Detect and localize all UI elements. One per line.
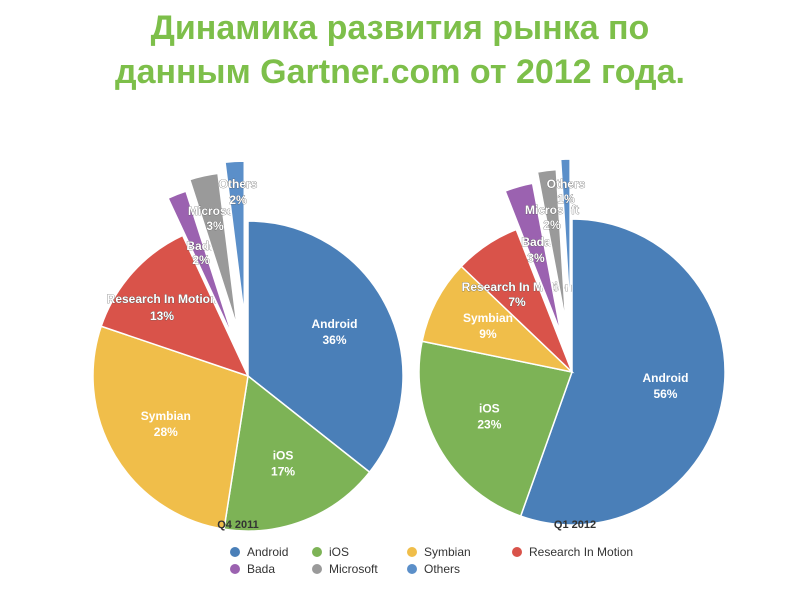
slice-value-label: 9%	[479, 327, 497, 341]
slice-symbian	[92, 325, 249, 530]
slice-research-in-motion	[100, 234, 250, 378]
slice-name-label: Research In Motion	[462, 280, 573, 294]
legend-label-bada: Bada	[247, 561, 276, 576]
slice-value-label: 13%	[150, 309, 174, 323]
legend-row-1: Android iOS Symbian Research In Motion	[230, 543, 700, 560]
slice-value-label: 56%	[653, 387, 677, 401]
legend-label-ios: iOS	[329, 544, 350, 559]
slice-name-label: Others	[547, 177, 586, 191]
legend-item-microsoft: Microsoft	[312, 562, 407, 576]
slice-value-label: 17%	[271, 464, 295, 478]
slice-value-label: 28%	[154, 425, 178, 439]
legend-row-2: Bada Microsoft Others	[230, 560, 700, 577]
slice-value-label: 1%	[557, 192, 575, 206]
legend-label-microsoft: Microsoft	[329, 561, 378, 576]
slice-name-label: Microsoft	[188, 204, 242, 218]
legend-label-rim: Research In Motion	[529, 544, 634, 559]
slice-symbian	[421, 265, 575, 374]
pie-chart-2: Android 56% iOS 23% Symbian 9% Research In Mot…	[418, 158, 726, 531]
legend-item-android: Android	[230, 545, 312, 559]
legend-label-others: Others	[424, 561, 461, 576]
chart-period-label: Q1 2012	[554, 519, 596, 531]
slice-value-label: 7%	[508, 295, 526, 309]
slice-microsoft	[188, 172, 238, 328]
legend-item-bada: Bada	[230, 562, 312, 576]
legend-dot-bada	[230, 563, 240, 574]
slice-others	[224, 160, 246, 317]
chart-legend: Android iOS Symbian Research In Motion B…	[230, 543, 700, 577]
slice-value-label: 3%	[206, 219, 224, 233]
slice-name-label: Android	[642, 371, 688, 385]
slice-value-label: 2%	[192, 253, 210, 267]
slice-ios	[223, 374, 371, 532]
slice-name-label: Symbian	[463, 311, 513, 325]
legend-label-android: Android	[247, 544, 289, 559]
slice-value-label: 2%	[543, 218, 561, 232]
slice-name-label: Android	[311, 317, 357, 331]
legend-dot-symbian	[407, 546, 417, 557]
slice-bada	[504, 182, 562, 334]
title-line-1: Динамика развития рынка по	[150, 9, 650, 47]
slice-research-in-motion	[460, 228, 573, 373]
slice-android	[247, 220, 404, 474]
slice-name-label: iOS	[273, 448, 294, 462]
slice-name-label: Bada	[521, 235, 551, 249]
slice-name-label: Symbian	[141, 409, 191, 423]
page-title: Динамика развития рынка по данным Gartne…	[0, 6, 800, 94]
legend-item-symbian: Symbian	[407, 545, 512, 559]
legend-dot-microsoft	[312, 563, 322, 574]
legend-dot-android	[230, 546, 240, 557]
legend-dot-rim	[512, 546, 522, 557]
legend-label-symbian: Symbian	[424, 544, 471, 559]
slice-name-label: iOS	[479, 402, 500, 416]
legend-dot-others	[407, 563, 417, 574]
slice-ios	[418, 340, 573, 518]
slice-android	[519, 218, 726, 526]
slice-name-label: Research In Motion	[107, 292, 218, 306]
slice-value-label: 36%	[322, 333, 346, 347]
chart-period-label: Q4 2011	[217, 519, 259, 531]
slice-value-label: 23%	[477, 418, 501, 432]
slice-name-label: Others	[219, 177, 258, 191]
slice-name-label: Bada	[186, 239, 216, 253]
legend-item-others: Others	[407, 562, 512, 576]
legend-dot-ios	[312, 546, 322, 557]
legend-item-rim: Research In Motion	[512, 545, 662, 559]
pie-chart-1: Android 36% iOS 17% Symbian 28% Research In Mo…	[92, 160, 404, 532]
slice-bada	[167, 190, 235, 340]
slice-value-label: 2%	[229, 193, 247, 207]
title-line-2: данным Gartner.com от 2012 года.	[114, 53, 685, 91]
legend-item-ios: iOS	[312, 545, 407, 559]
slice-others	[559, 158, 571, 313]
slice-microsoft	[536, 168, 567, 323]
slice-value-label: 3%	[527, 251, 545, 265]
